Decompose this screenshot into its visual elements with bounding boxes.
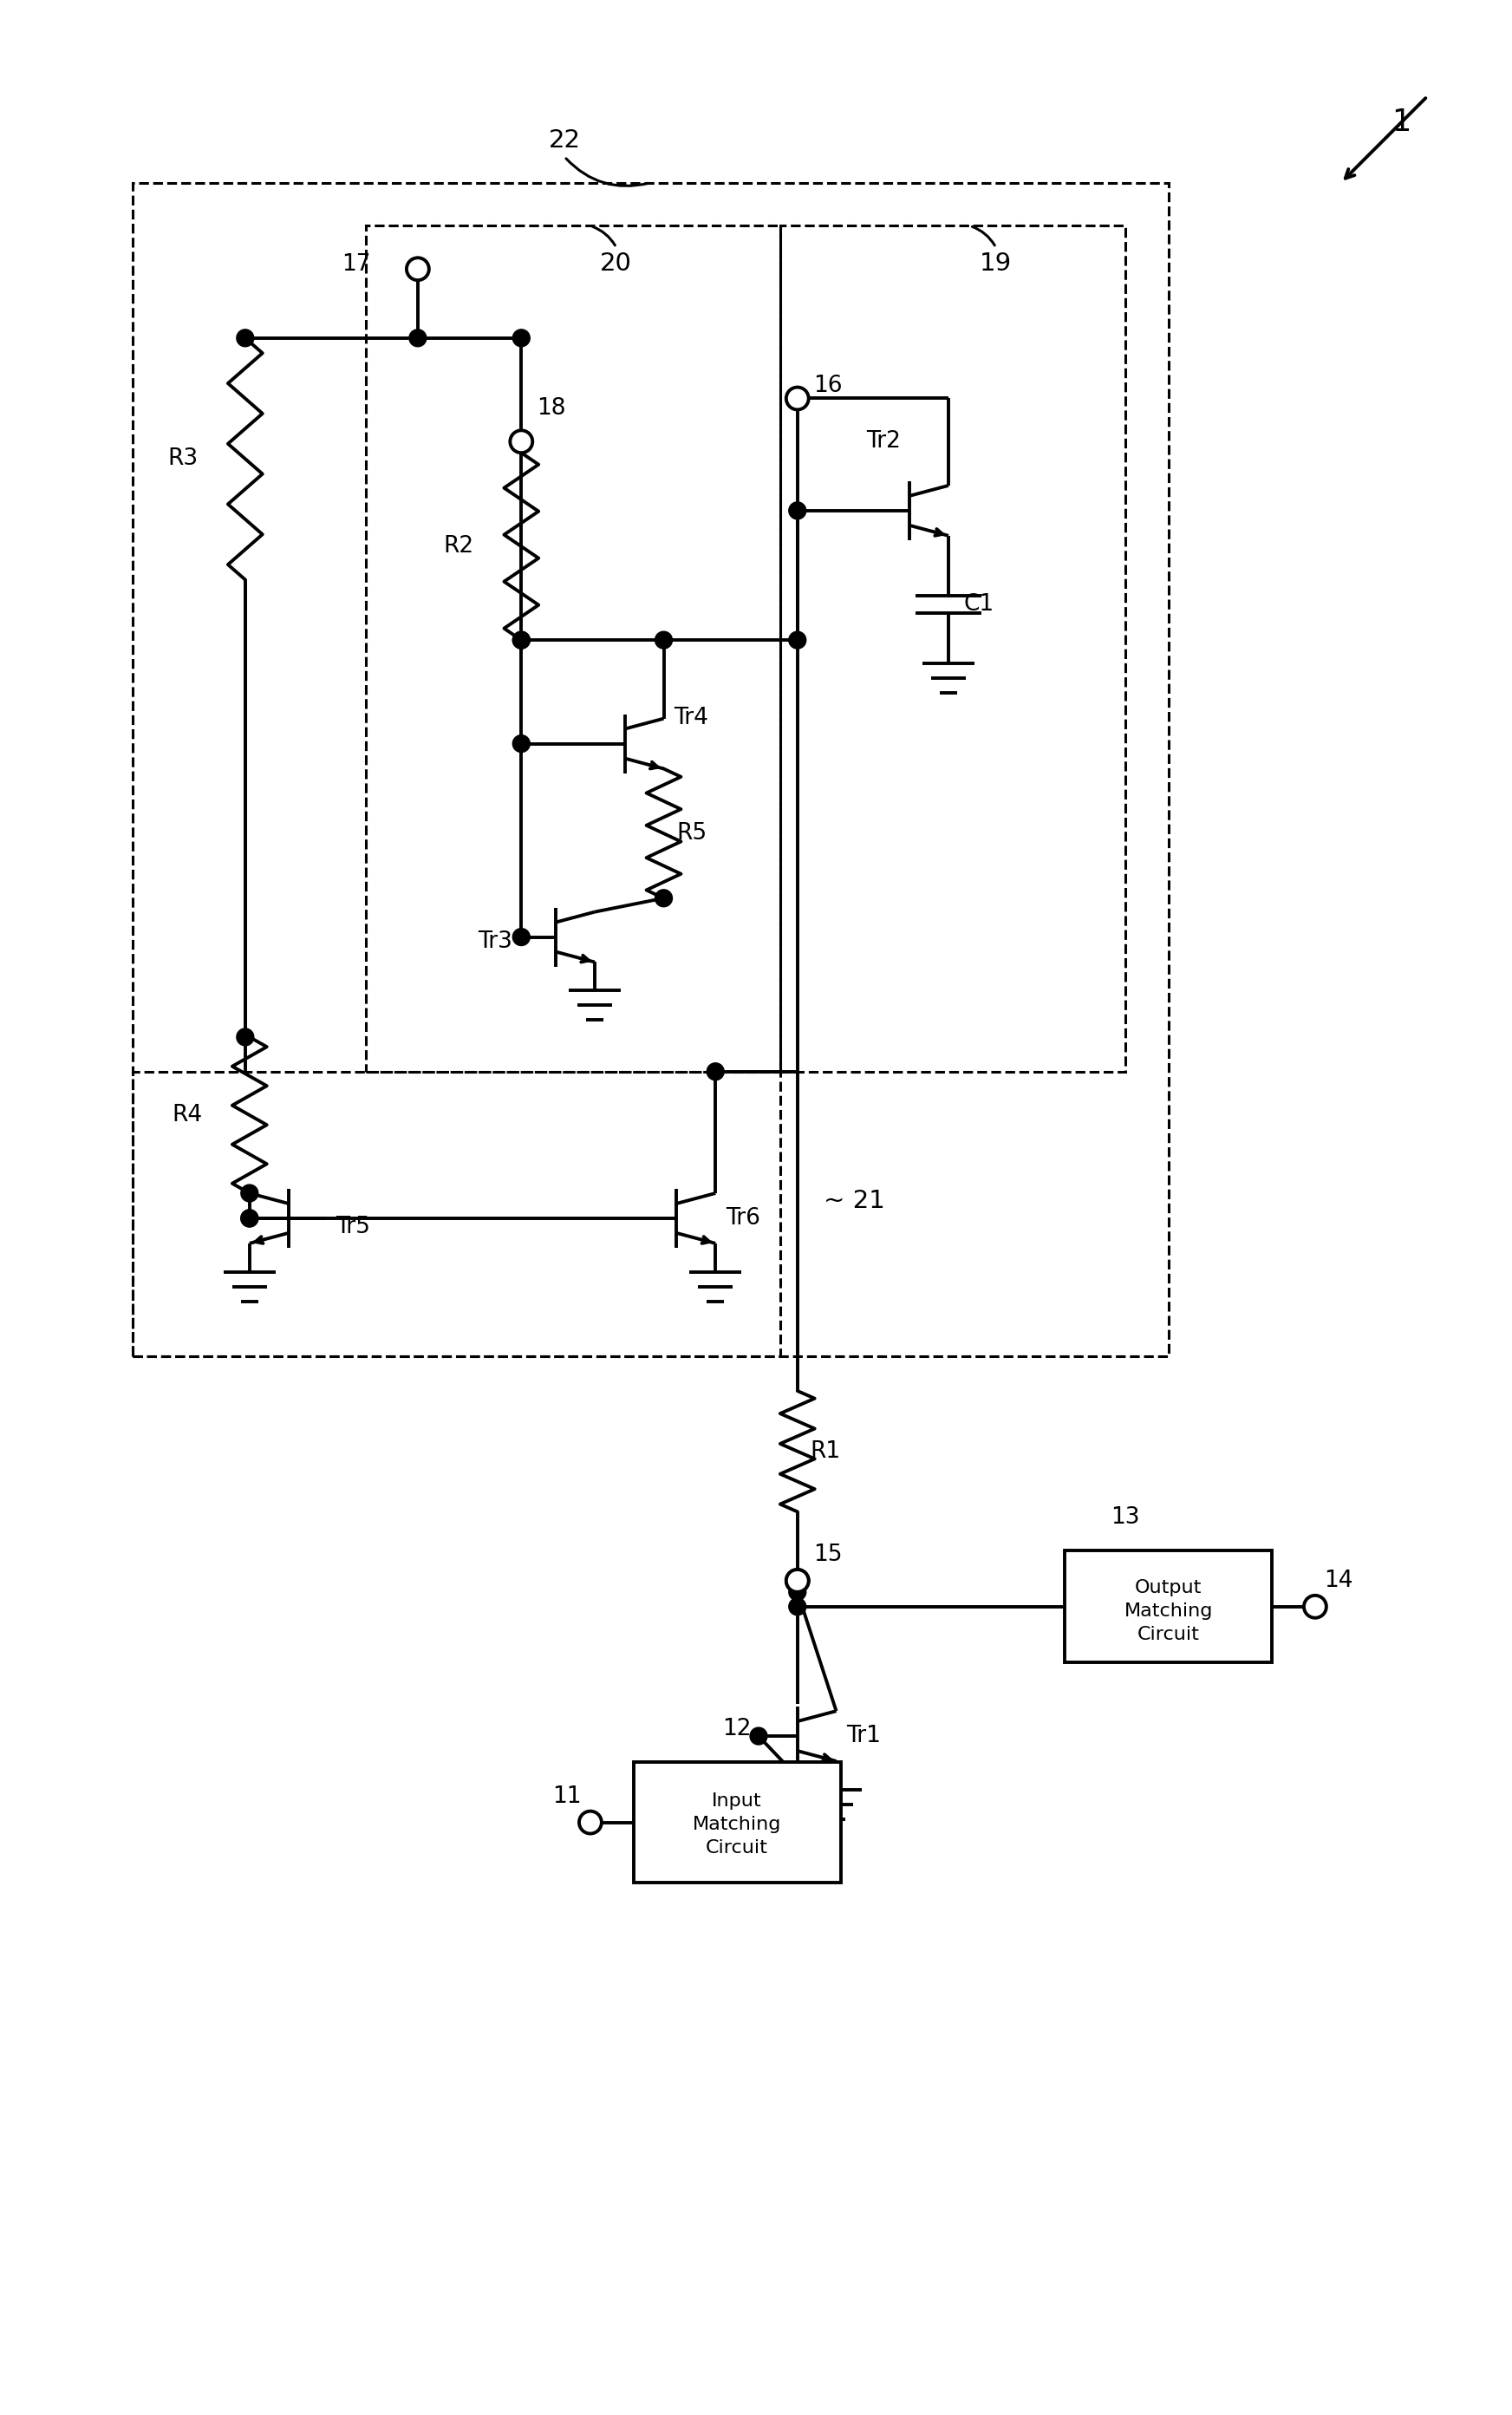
Text: R4: R4: [171, 1104, 203, 1125]
Text: Tr5: Tr5: [336, 1215, 370, 1239]
Text: Tr6: Tr6: [726, 1208, 761, 1229]
Text: 16: 16: [813, 374, 842, 396]
Text: R5: R5: [676, 821, 708, 845]
Text: 20: 20: [600, 251, 632, 275]
Text: 13: 13: [1111, 1507, 1140, 1529]
Circle shape: [579, 1811, 602, 1833]
Text: C1: C1: [965, 594, 995, 616]
Circle shape: [789, 630, 806, 650]
Text: 11: 11: [553, 1785, 582, 1809]
Text: R1: R1: [810, 1439, 841, 1463]
Text: 19: 19: [980, 251, 1012, 275]
Circle shape: [789, 1599, 806, 1616]
Text: 15: 15: [813, 1543, 842, 1567]
Circle shape: [750, 1727, 767, 1744]
Circle shape: [236, 328, 254, 348]
Circle shape: [240, 1210, 259, 1227]
Circle shape: [789, 1584, 806, 1601]
Text: Tr1: Tr1: [847, 1724, 881, 1748]
Text: Circuit: Circuit: [706, 1840, 768, 1857]
Text: Matching: Matching: [1123, 1601, 1213, 1620]
Text: Tr3: Tr3: [478, 930, 513, 952]
Text: 17: 17: [342, 254, 370, 275]
Text: R3: R3: [168, 447, 198, 471]
Circle shape: [240, 1210, 259, 1227]
Text: 22: 22: [549, 128, 581, 152]
Text: 14: 14: [1323, 1570, 1353, 1591]
Circle shape: [789, 502, 806, 519]
Text: 1: 1: [1391, 109, 1411, 138]
Bar: [780, 227, 1125, 1072]
Circle shape: [786, 1570, 809, 1591]
Text: 12: 12: [723, 1717, 751, 1741]
Circle shape: [513, 630, 529, 650]
Circle shape: [1303, 1596, 1326, 1618]
Text: Output: Output: [1136, 1579, 1202, 1596]
Bar: [366, 227, 780, 1072]
Text: 18: 18: [537, 398, 565, 420]
Circle shape: [513, 630, 529, 650]
Text: Input: Input: [712, 1792, 762, 1809]
Bar: [133, 1072, 780, 1357]
Circle shape: [407, 258, 429, 280]
Circle shape: [655, 889, 673, 906]
Text: ~ 21: ~ 21: [824, 1188, 885, 1212]
Circle shape: [240, 1186, 259, 1203]
Circle shape: [706, 1063, 724, 1080]
Bar: [1064, 1550, 1272, 1664]
Bar: [634, 1763, 841, 1884]
Circle shape: [510, 430, 532, 452]
Circle shape: [513, 328, 529, 348]
Circle shape: [410, 328, 426, 348]
Text: R2: R2: [443, 536, 473, 558]
Circle shape: [655, 630, 673, 650]
Text: Circuit: Circuit: [1137, 1625, 1199, 1642]
Circle shape: [513, 927, 529, 947]
Circle shape: [786, 1570, 809, 1591]
Circle shape: [786, 386, 809, 411]
Text: Tr2: Tr2: [866, 430, 901, 454]
Circle shape: [513, 734, 529, 751]
Text: Matching: Matching: [692, 1816, 782, 1833]
Text: Tr4: Tr4: [674, 708, 709, 729]
Circle shape: [236, 1029, 254, 1046]
Bar: [133, 184, 1169, 1357]
